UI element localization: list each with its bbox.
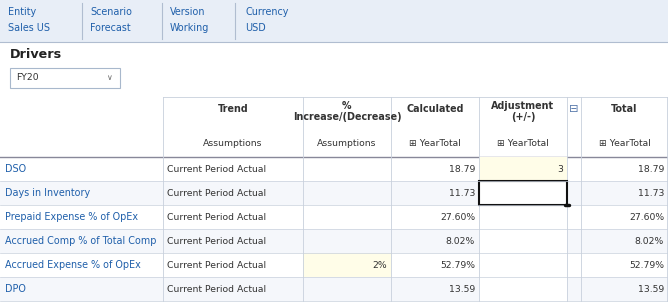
Text: Increase/(Decrease): Increase/(Decrease)	[293, 112, 401, 122]
Text: Total: Total	[611, 104, 638, 114]
Text: Days in Inventory: Days in Inventory	[5, 188, 90, 198]
Text: Current Period Actual: Current Period Actual	[167, 236, 266, 246]
Bar	[0, 277, 668, 301]
Text: Current Period Actual: Current Period Actual	[167, 212, 266, 221]
Text: Working: Working	[170, 23, 209, 33]
Text: 11.73: 11.73	[449, 188, 475, 197]
Text: Current Period Actual: Current Period Actual	[167, 188, 266, 197]
Text: Adjustment: Adjustment	[492, 101, 554, 111]
Text: 3: 3	[557, 165, 563, 173]
Text: ⊞ YearTotal: ⊞ YearTotal	[599, 138, 651, 147]
Bar	[0, 181, 668, 205]
Text: ⊞ YearTotal: ⊞ YearTotal	[409, 138, 461, 147]
Text: %: %	[342, 101, 352, 111]
Text: Current Period Actual: Current Period Actual	[167, 165, 266, 173]
Text: 11.73: 11.73	[638, 188, 664, 197]
Text: Calculated: Calculated	[406, 104, 464, 114]
Text: 2%: 2%	[372, 261, 387, 270]
Text: 27.60%: 27.60%	[629, 212, 664, 221]
Text: Current Period Actual: Current Period Actual	[167, 261, 266, 270]
Text: 52.79%: 52.79%	[440, 261, 475, 270]
Text: 8.02%: 8.02%	[635, 236, 664, 246]
Bar	[479, 277, 567, 301]
Text: 27.60%: 27.60%	[440, 212, 475, 221]
Bar	[0, 253, 668, 277]
Text: Assumptions: Assumptions	[317, 138, 377, 147]
Text: 52.79%: 52.79%	[629, 261, 664, 270]
Bar	[0, 42, 668, 97]
Text: Prepaid Expense % of OpEx: Prepaid Expense % of OpEx	[5, 212, 138, 222]
Text: ⊞ YearTotal: ⊞ YearTotal	[497, 138, 549, 147]
Bar	[0, 157, 668, 181]
Bar	[0, 97, 668, 157]
Text: 18.79: 18.79	[449, 165, 475, 173]
Text: Accrued Comp % of Total Comp: Accrued Comp % of Total Comp	[5, 236, 156, 246]
Bar	[479, 181, 567, 205]
Text: (+/-): (+/-)	[511, 112, 535, 122]
Text: Current Period Actual: Current Period Actual	[167, 285, 266, 293]
Bar	[0, 0, 668, 42]
Text: FY20: FY20	[16, 73, 39, 83]
Bar	[479, 205, 567, 229]
Text: 8.02%: 8.02%	[446, 236, 475, 246]
Text: Version: Version	[170, 7, 206, 17]
Bar	[479, 157, 567, 181]
Text: 13.59: 13.59	[638, 285, 664, 293]
Text: 13.59: 13.59	[449, 285, 475, 293]
Text: Trend: Trend	[218, 104, 248, 114]
Bar	[303, 253, 391, 277]
Bar	[479, 181, 567, 205]
Text: Sales US: Sales US	[8, 23, 50, 33]
Text: Drivers: Drivers	[10, 48, 62, 60]
Bar	[479, 229, 567, 253]
Bar	[479, 253, 567, 277]
Bar	[10, 68, 120, 88]
Bar	[0, 205, 668, 229]
Text: ⊟: ⊟	[569, 104, 578, 114]
Text: DSO: DSO	[5, 164, 26, 174]
Text: Currency: Currency	[245, 7, 289, 17]
Text: ∨: ∨	[107, 73, 113, 83]
Text: Entity: Entity	[8, 7, 36, 17]
Text: DPO: DPO	[5, 284, 26, 294]
Text: Accrued Expense % of OpEx: Accrued Expense % of OpEx	[5, 260, 141, 270]
Text: 18.79: 18.79	[638, 165, 664, 173]
Text: USD: USD	[245, 23, 266, 33]
Text: Assumptions: Assumptions	[203, 138, 263, 147]
Text: Scenario: Scenario	[90, 7, 132, 17]
Text: Forecast: Forecast	[90, 23, 131, 33]
Bar	[0, 229, 668, 253]
